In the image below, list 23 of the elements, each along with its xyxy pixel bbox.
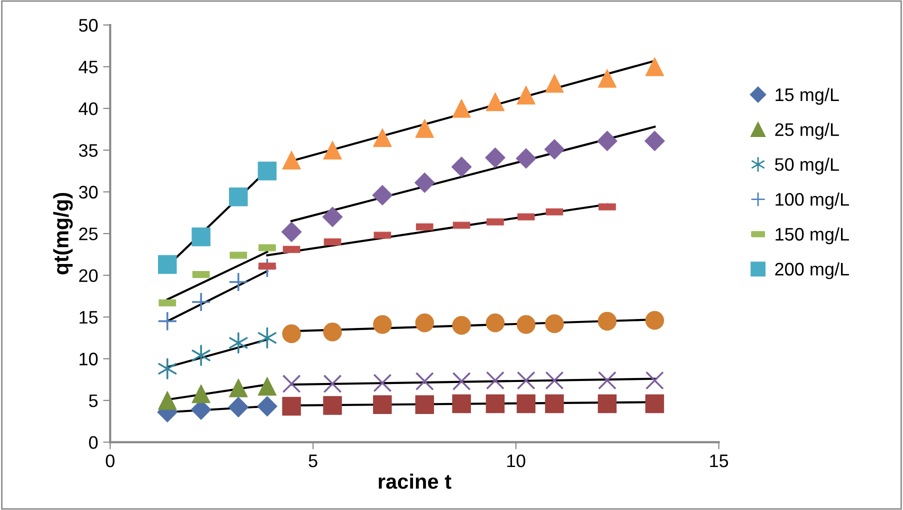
- x-axis-title: racine t: [378, 474, 452, 489]
- y-tick-label: 50: [79, 18, 98, 32]
- y-tick-label: 30: [78, 186, 98, 199]
- legend-label: 50 mg/L: [775, 158, 839, 174]
- y-tick-label: 40: [78, 102, 98, 116]
- x-tick-label: 15: [710, 454, 728, 468]
- x-tick-label: 10: [507, 454, 526, 468]
- x-tick-label: 0: [106, 454, 114, 468]
- x-tick-label: 5: [308, 454, 318, 468]
- legend-label: 200 mg/L: [775, 262, 849, 280]
- legend-label: 15 mg/L: [776, 88, 839, 105]
- y-tick-label: 5: [89, 394, 98, 408]
- y-tick-label: 0: [89, 436, 98, 449]
- y-tick-label: 25: [79, 228, 98, 240]
- y-tick-label: 15: [80, 311, 98, 324]
- y-tick-label: 10: [80, 352, 98, 366]
- y-tick-label: 45: [78, 60, 98, 74]
- legend-label: 150 mg/L: [776, 227, 849, 244]
- y-tick-label: 35: [78, 144, 98, 157]
- legend-label: 25 mg/L: [775, 122, 839, 140]
- legend-label: 100 mg/L: [776, 192, 849, 210]
- y-axis-title: qt(mg/g): [53, 192, 73, 274]
- y-tick-label: 20: [79, 269, 98, 282]
